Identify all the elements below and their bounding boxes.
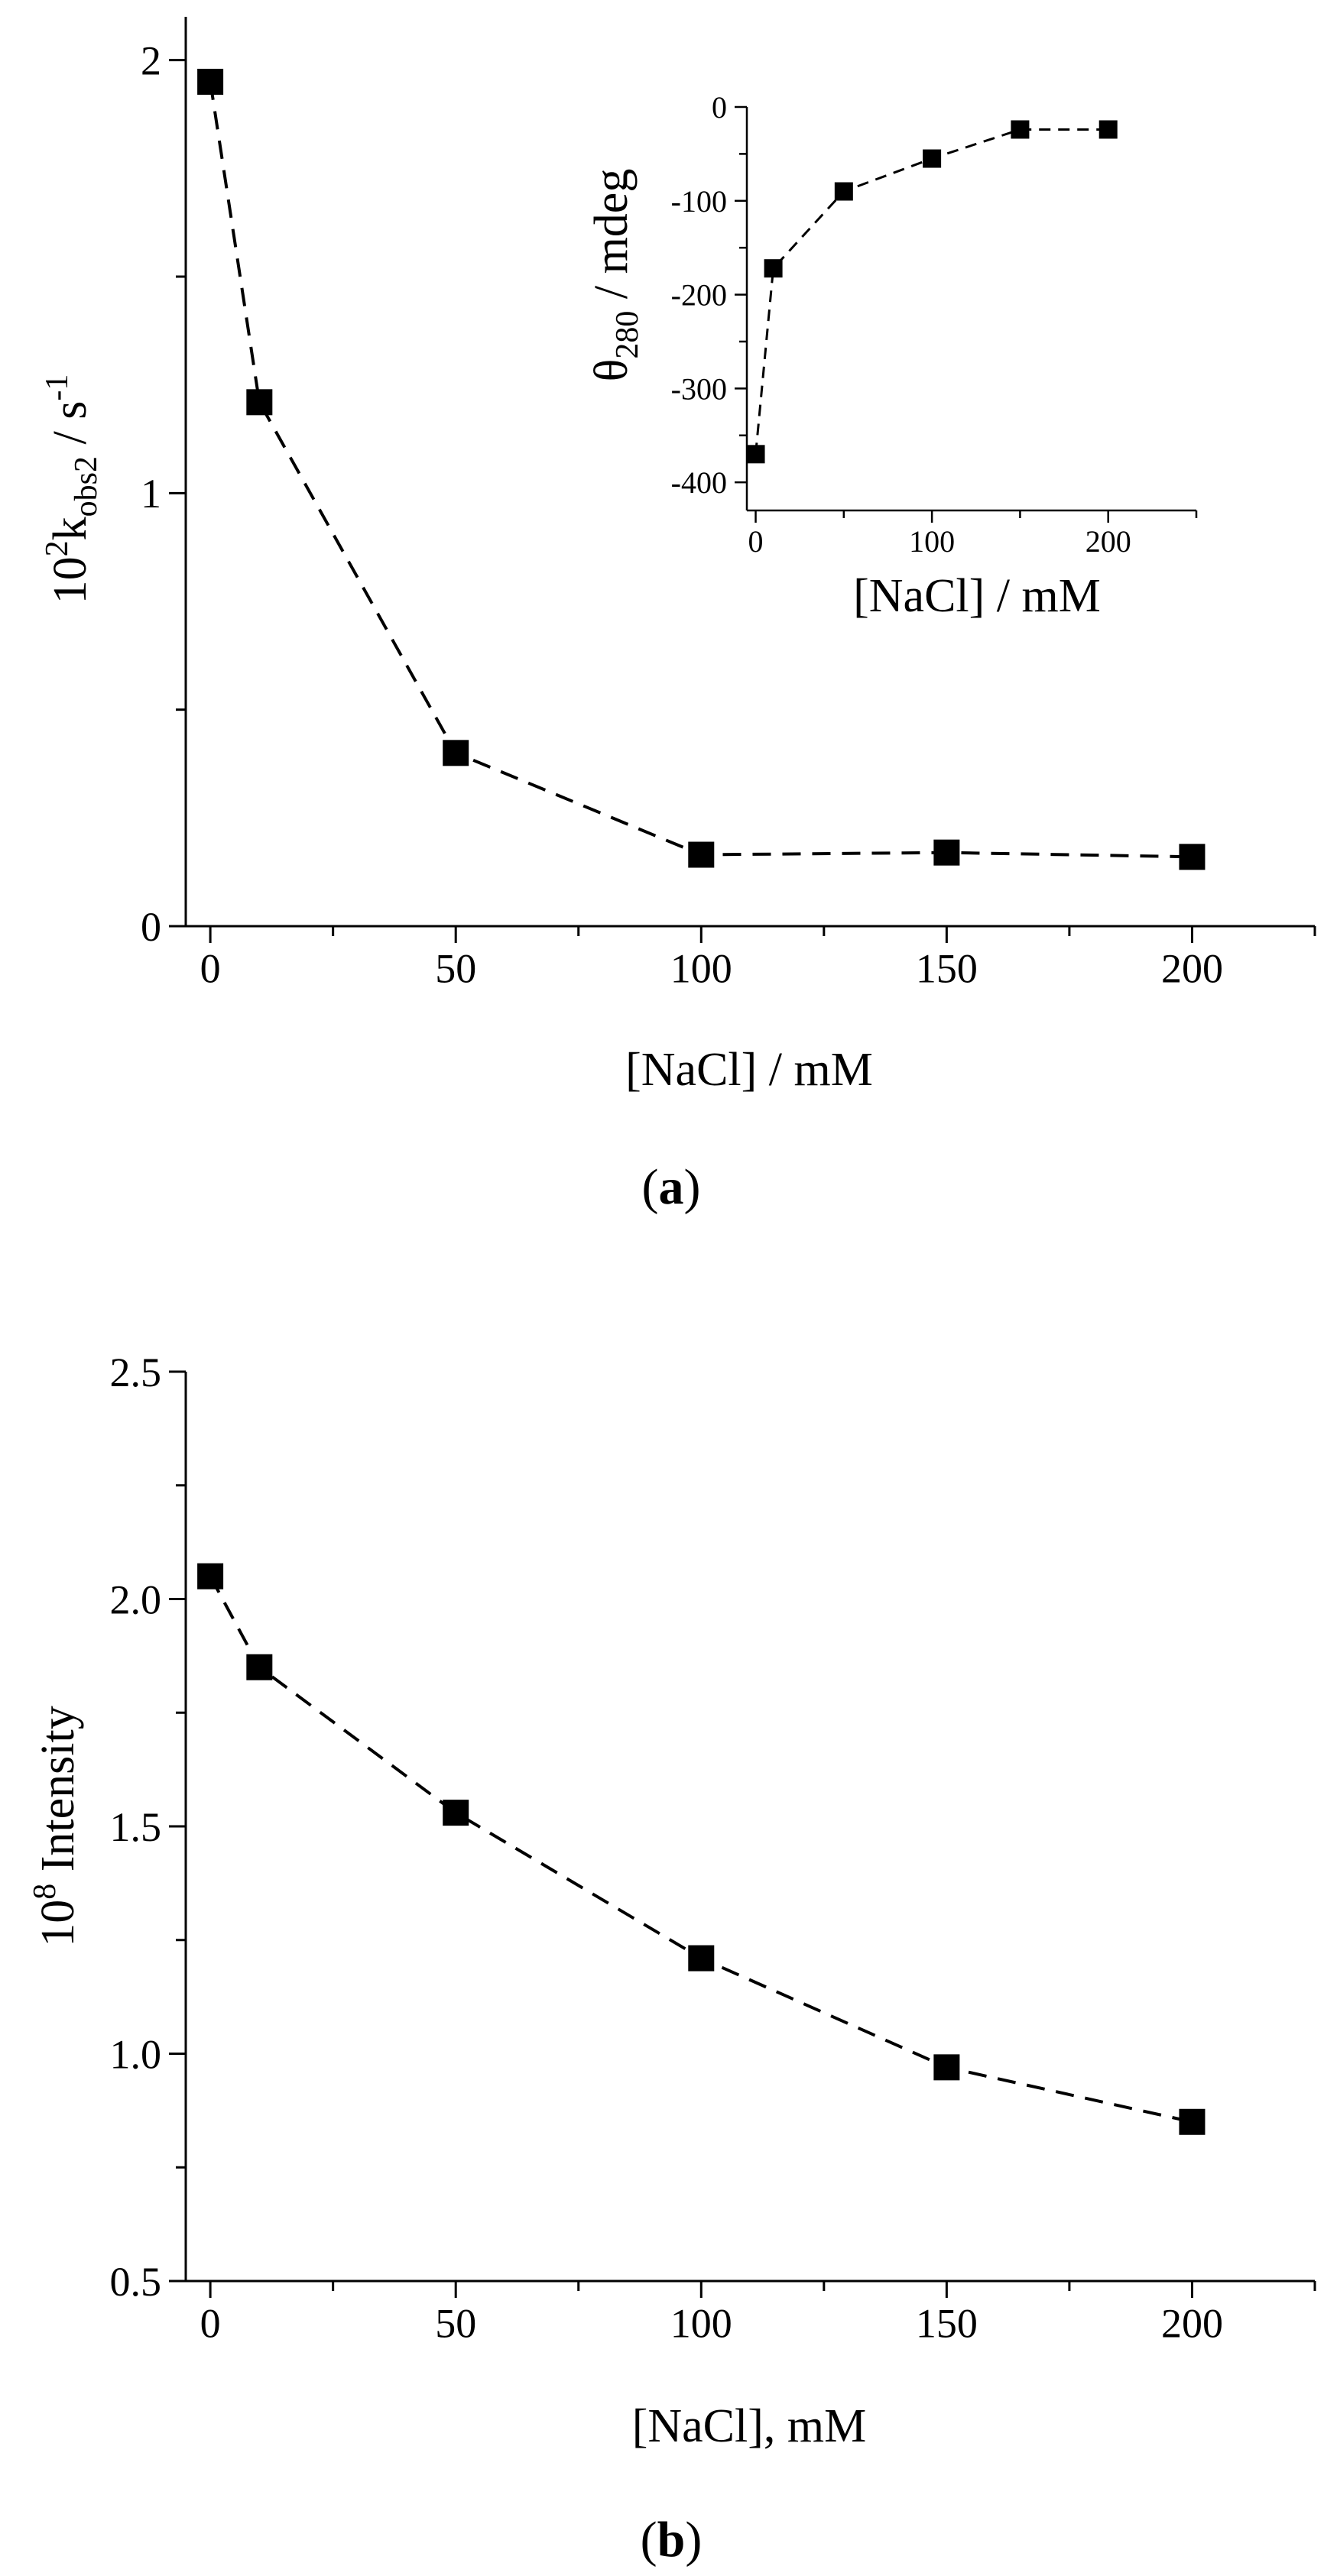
y-tick-label: 1.0 (110, 2031, 162, 2077)
data-point-marker (246, 1654, 273, 1680)
panel-b-caption: (b) (641, 2512, 703, 2568)
inset-y-ticks: -400 -300 -200 -100 0 (671, 90, 747, 500)
data-point-marker (688, 1945, 715, 1972)
x-tick-label: 100 (909, 524, 955, 559)
y-tick-label: 2 (141, 38, 161, 84)
data-point-marker (1179, 844, 1206, 870)
data-point-marker (923, 149, 942, 168)
inset-y-axis-label: θ280 / mdeg (586, 169, 645, 382)
y-tick-label: 0 (141, 904, 161, 950)
panel-b-x-axis-label: [NaCl], mM (632, 2400, 867, 2452)
data-point-marker (443, 1800, 469, 1826)
inset-plot-area (746, 120, 1118, 464)
x-tick-label: 50 (435, 945, 476, 991)
y-tick-label: -100 (671, 184, 727, 219)
panel-b-chart: 0 50 100 150 200 0.51.01.52.02.5 [NaCl], mM … (28, 1350, 1316, 2568)
x-tick-label: 100 (670, 945, 732, 991)
y-tick-label: 2.5 (110, 1350, 162, 1395)
data-point-marker (443, 740, 469, 766)
panel-a-x-axis-label: [NaCl] / mM (625, 1044, 873, 1096)
x-tick-label: 200 (1161, 945, 1223, 991)
panel-a-plot-area (197, 69, 1206, 870)
inset-x-ticks: 0 100 200 (748, 510, 1198, 559)
panel-a-caption: (a) (642, 1159, 701, 1215)
y-tick-label: -400 (671, 465, 727, 500)
series-dashed-line (209, 81, 1193, 859)
panel-a-chart: 0 50 100 150 200 0 1 2 [NaCl] / mM 102kobs2 / … (40, 17, 1316, 1215)
panel-a-y-axis-label: 102kobs2 / s-1 (40, 374, 104, 604)
series-dashed-line (209, 1575, 1193, 2124)
x-tick-label: 200 (1161, 2300, 1223, 2346)
panel-a-inset-chart: 0 100 200 -400 -300 -200 -100 0 [NaCl] / mM θ2… (586, 90, 1198, 622)
x-tick-label: 100 (670, 2300, 732, 2346)
y-tick-label: -300 (671, 371, 727, 406)
y-tick-label: -200 (671, 278, 727, 313)
panel-b-axes (184, 1372, 1315, 2283)
data-point-marker (933, 839, 960, 866)
x-tick-label: 0 (200, 945, 221, 991)
x-tick-label: 150 (916, 2300, 978, 2346)
data-point-marker (246, 389, 273, 416)
x-tick-label: 200 (1085, 524, 1131, 559)
data-point-marker (746, 445, 765, 464)
data-point-marker (764, 259, 783, 278)
data-point-marker (1011, 120, 1030, 139)
y-tick-label: 0.5 (110, 2259, 162, 2305)
x-tick-label: 0 (748, 524, 764, 559)
panel-a-x-ticks: 0 50 100 150 200 (200, 926, 1316, 991)
data-point-marker (197, 1563, 224, 1589)
y-tick-label: 2.0 (110, 1576, 162, 1622)
panel-b-y-ticks: 0.5 1.0 1.5 2.0 2.5 (110, 1350, 186, 2305)
panel-b-x-ticks: 0 50 100 150 200 (200, 2281, 1316, 2346)
x-tick-label: 0 (200, 2300, 221, 2346)
x-tick-label: 50 (435, 2300, 476, 2346)
y-tick-label: 1 (141, 471, 161, 517)
x-tick-label: 150 (916, 945, 978, 991)
data-point-marker (688, 841, 715, 868)
series-dashed-line (754, 128, 1108, 455)
panel-b-plot-area (197, 1563, 1206, 2135)
data-point-marker (933, 2054, 960, 2081)
panel-b-y-axis-label: 108 Intensity (28, 1706, 84, 1946)
y-tick-label: 1.5 (110, 1804, 162, 1850)
inset-x-axis-label: [NaCl] / mM (853, 570, 1101, 622)
y-tick-label: 0 (712, 90, 727, 125)
data-point-marker (197, 69, 224, 95)
panel-a-y-ticks: 0 1 2 (141, 38, 186, 950)
data-point-marker (1179, 2108, 1206, 2135)
inset-axes (745, 107, 1196, 512)
panel-a-axes (184, 17, 1315, 928)
data-point-marker (1098, 120, 1118, 139)
data-point-marker (834, 182, 853, 201)
